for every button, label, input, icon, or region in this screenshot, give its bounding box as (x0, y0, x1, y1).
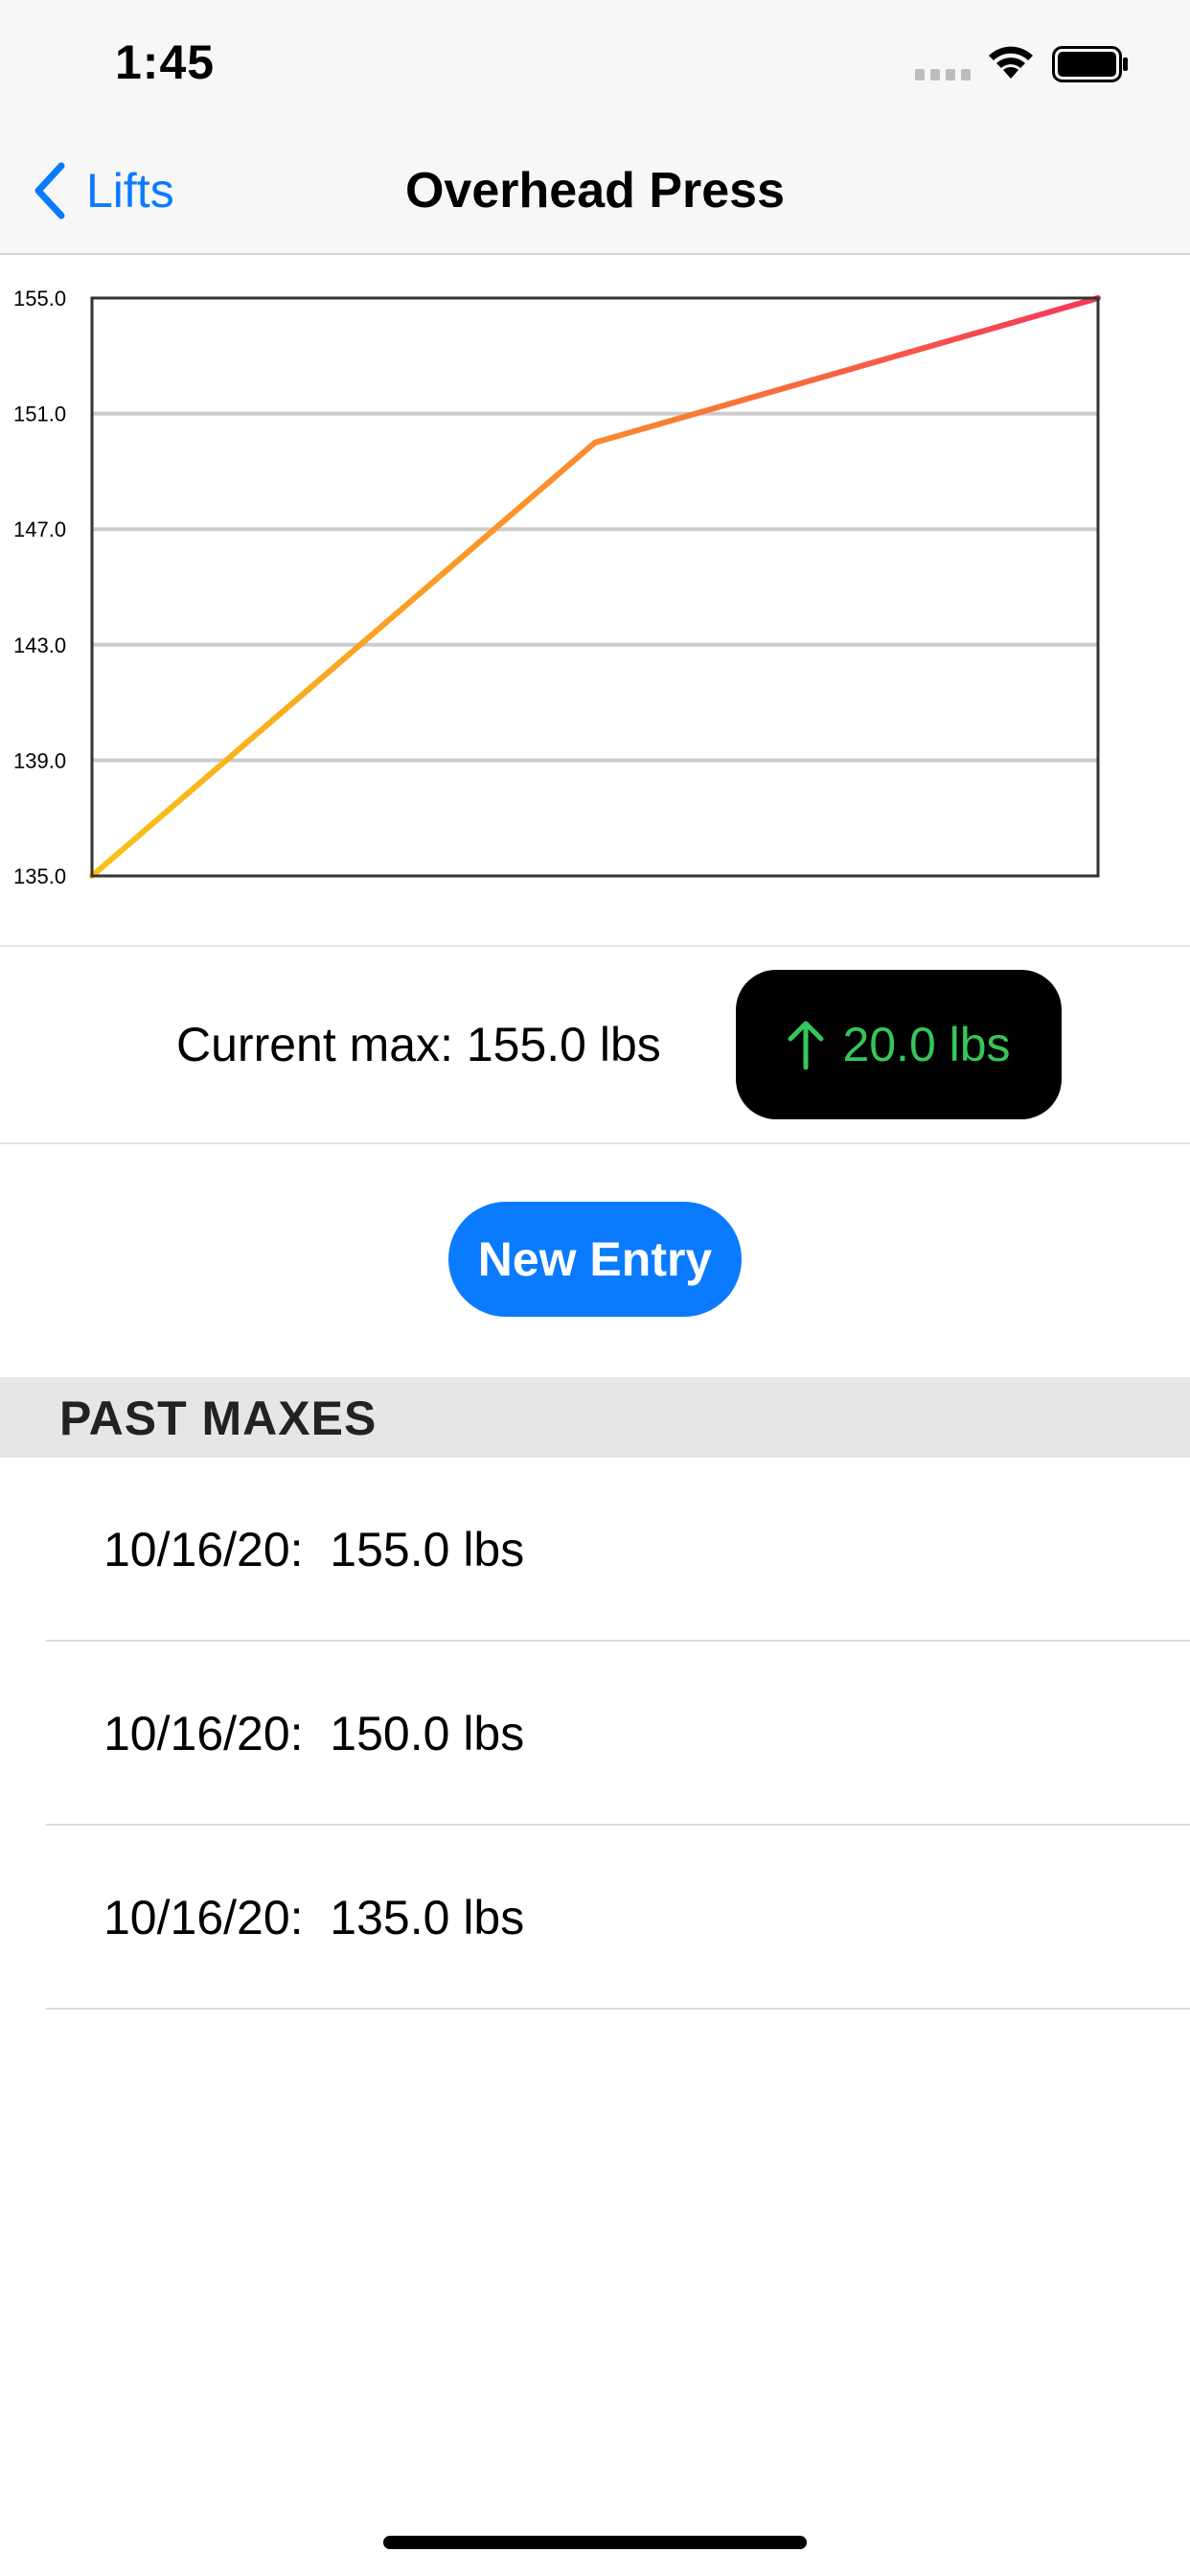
battery-icon (1052, 46, 1128, 82)
chart-frame (90, 296, 1100, 878)
chart-y-tick-label: 151.0 (13, 402, 66, 426)
past-maxes-header: PAST MAXES (0, 1377, 1190, 1458)
max-history-chart: 155.0 151.0 147.0 143.0 139.0 135.0 (0, 255, 1190, 947)
list-item[interactable]: 10/16/20: 155.0 lbs (0, 1458, 1190, 1642)
max-change-badge: 20.0 lbs (736, 970, 1062, 1119)
chart-y-tick-label: 139.0 (13, 748, 66, 772)
back-button-label: Lifts (86, 164, 174, 218)
chart-y-tick-label: 143.0 (13, 633, 66, 657)
list-item-label: 10/16/20: 155.0 lbs (103, 1523, 525, 1576)
chart-y-tick-label: 155.0 (13, 287, 66, 310)
new-entry-button[interactable]: New Entry (448, 1202, 742, 1317)
cellular-signal-icon (915, 69, 971, 80)
list-item[interactable]: 10/16/20: 150.0 lbs (0, 1642, 1190, 1826)
chevron-left-icon (34, 162, 65, 219)
wifi-icon (989, 46, 1033, 79)
list-item-label: 10/16/20: 150.0 lbs (103, 1707, 525, 1760)
current-max-text: Current max: 155.0 lbs (176, 1018, 661, 1071)
chart-svg: 155.0 151.0 147.0 143.0 139.0 135.0 (13, 287, 1101, 888)
chart-series-line (89, 295, 1101, 879)
top-bar: 1:45 Lifts Overhead Press (0, 0, 1190, 255)
max-change-value: 20.0 lbs (842, 1018, 1011, 1071)
status-time: 1:45 (115, 35, 216, 89)
chart-y-tick-label: 147.0 (13, 518, 66, 541)
arrow-up-icon (788, 1021, 824, 1070)
past-maxes-list: 10/16/20: 155.0 lbs 10/16/20: 150.0 lbs … (0, 1458, 1190, 2010)
page-title: Overhead Press (404, 163, 786, 218)
list-item-label: 10/16/20: 135.0 lbs (103, 1891, 525, 1944)
current-max-row: Current max: 155.0 lbs 20.0 lbs (0, 947, 1190, 1144)
chart-y-tick-label: 135.0 (13, 864, 66, 888)
back-button[interactable]: Lifts (33, 157, 174, 224)
list-item[interactable]: 10/16/20: 135.0 lbs (0, 1826, 1190, 2010)
home-indicator (383, 2536, 807, 2549)
past-maxes-header-label: PAST MAXES (59, 1392, 378, 1445)
